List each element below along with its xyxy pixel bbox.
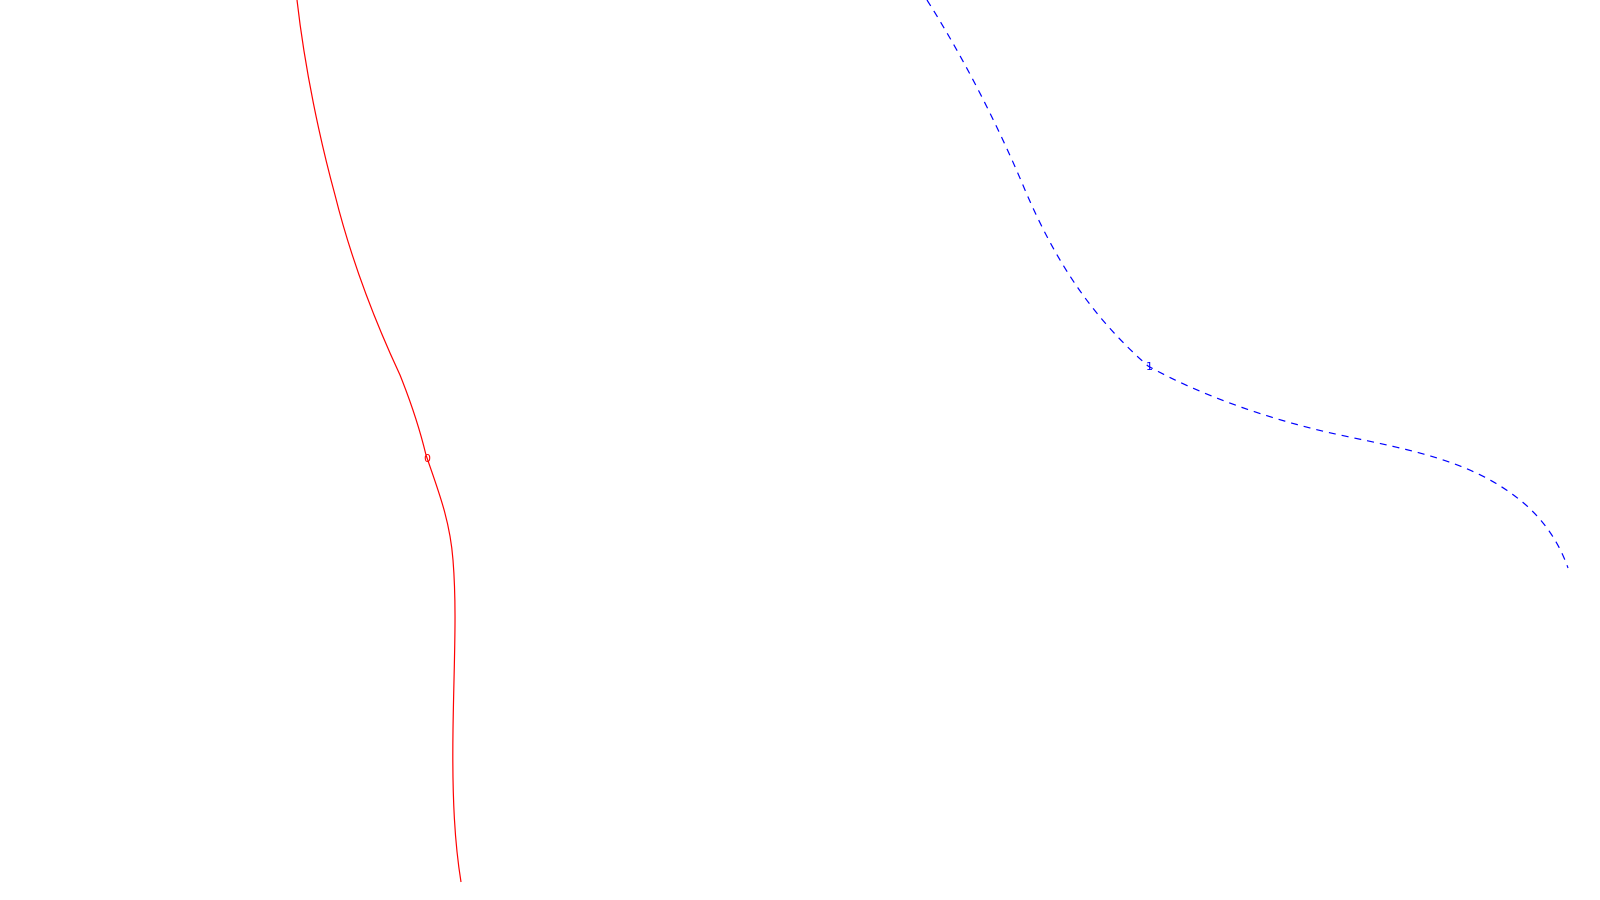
curve-0: 0 (296, 0, 462, 883)
curve-1: 1 (926, 0, 1569, 569)
curve-1-path (926, 0, 1569, 569)
curve-1-label: 1 (1146, 360, 1153, 373)
curve-0-label: 0 (424, 452, 431, 465)
curve-0-path (296, 0, 462, 883)
